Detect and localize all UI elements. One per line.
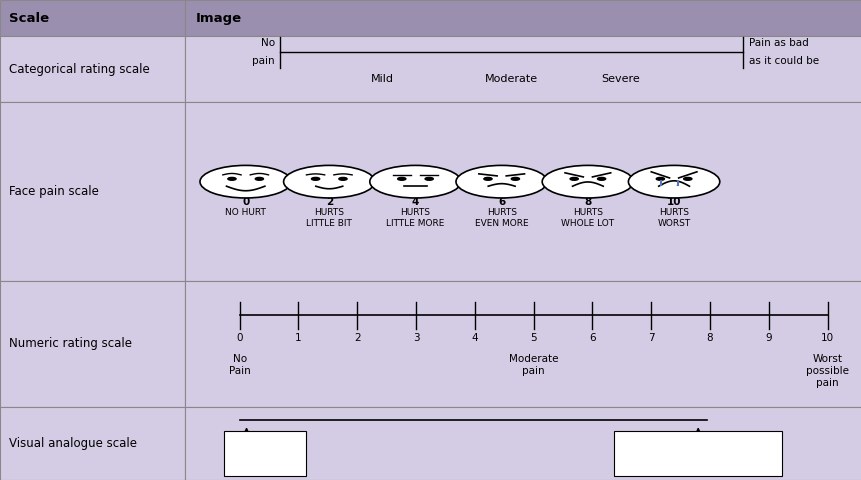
Bar: [613, 431, 782, 476]
Text: Visual analogue scale: Visual analogue scale: [9, 437, 136, 450]
Ellipse shape: [676, 185, 678, 186]
Ellipse shape: [597, 178, 605, 180]
Text: No: No: [261, 38, 275, 48]
Text: 0: 0: [236, 333, 243, 343]
Text: Worst
possible
pain: Worst possible pain: [805, 354, 848, 388]
Bar: [185, 0, 861, 36]
Text: Scale: Scale: [9, 12, 49, 25]
Text: Moderate
pain: Moderate pain: [508, 354, 558, 376]
Ellipse shape: [338, 178, 347, 180]
Text: 1: 1: [294, 333, 301, 343]
Text: 10: 10: [666, 197, 680, 207]
Ellipse shape: [283, 166, 375, 198]
Text: 6: 6: [588, 333, 595, 343]
Text: 2: 2: [325, 197, 332, 207]
Text: HURTS
LITTLE MORE: HURTS LITTLE MORE: [386, 208, 444, 228]
Text: HURTS
WORST: HURTS WORST: [657, 208, 690, 228]
Text: 7: 7: [647, 333, 653, 343]
Text: Pain as bad: Pain as bad: [748, 38, 808, 48]
Text: 0: 0: [242, 197, 249, 207]
Ellipse shape: [227, 178, 236, 180]
Text: Face pain scale: Face pain scale: [9, 185, 98, 198]
Text: Severe: Severe: [600, 74, 639, 84]
Bar: [185, 407, 861, 480]
Ellipse shape: [655, 178, 664, 180]
Text: 8: 8: [706, 333, 712, 343]
Text: Moderate: Moderate: [485, 74, 537, 84]
Text: HURTS
WHOLE LOT: HURTS WHOLE LOT: [561, 208, 614, 228]
Text: Worst pain imaginable: Worst pain imaginable: [639, 448, 756, 458]
Ellipse shape: [683, 178, 691, 180]
Text: No pain
=0: No pain =0: [245, 442, 285, 465]
Ellipse shape: [483, 178, 492, 180]
Bar: [0, 407, 185, 480]
Ellipse shape: [424, 178, 433, 180]
Text: Mild: Mild: [370, 74, 393, 84]
Ellipse shape: [200, 166, 291, 198]
Text: 3: 3: [412, 333, 418, 343]
Ellipse shape: [369, 166, 461, 198]
Ellipse shape: [511, 178, 519, 180]
Text: 8: 8: [584, 197, 591, 207]
Text: 5: 5: [530, 333, 536, 343]
Text: 4: 4: [412, 197, 418, 207]
Bar: [0, 0, 185, 36]
Text: as it could be: as it could be: [748, 56, 818, 66]
Text: No
Pain: No Pain: [228, 354, 251, 376]
Text: 6: 6: [498, 197, 505, 207]
Text: NO HURT: NO HURT: [225, 208, 266, 217]
Ellipse shape: [542, 166, 633, 198]
Text: 10: 10: [820, 333, 833, 343]
Ellipse shape: [569, 178, 578, 180]
Ellipse shape: [455, 166, 547, 198]
Text: 2: 2: [354, 333, 360, 343]
Text: pain: pain: [252, 56, 275, 66]
Bar: [0, 36, 185, 102]
Ellipse shape: [255, 178, 263, 180]
Bar: [185, 36, 861, 102]
Ellipse shape: [660, 185, 662, 186]
Bar: [0, 102, 185, 281]
Bar: [185, 281, 861, 407]
Text: HURTS
LITTLE BIT: HURTS LITTLE BIT: [306, 208, 352, 228]
Bar: [185, 102, 861, 281]
Text: HURTS
EVEN MORE: HURTS EVEN MORE: [474, 208, 528, 228]
Bar: [0, 281, 185, 407]
Text: Categorical rating scale: Categorical rating scale: [9, 62, 149, 76]
Text: 9: 9: [765, 333, 771, 343]
Text: Numeric rating scale: Numeric rating scale: [9, 337, 132, 350]
Ellipse shape: [397, 178, 406, 180]
Bar: [224, 431, 306, 476]
Ellipse shape: [311, 178, 319, 180]
Text: 4: 4: [471, 333, 478, 343]
Text: Image: Image: [195, 12, 242, 25]
Ellipse shape: [628, 166, 719, 198]
